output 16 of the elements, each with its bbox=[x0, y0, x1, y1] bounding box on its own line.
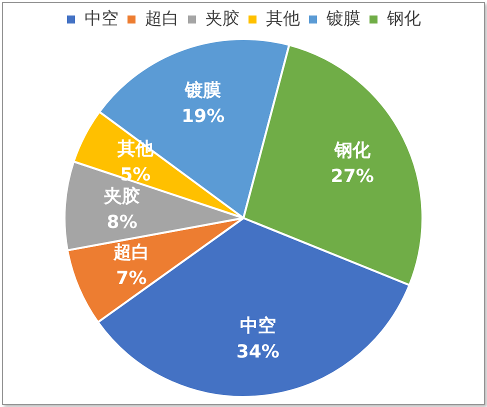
slice-label: 镀膜 bbox=[184, 80, 222, 101]
data-label: 8% bbox=[106, 212, 138, 234]
slice-label: 钢化 bbox=[333, 140, 372, 162]
legend-label: 钢化 bbox=[386, 8, 421, 29]
data-label: 19% bbox=[182, 106, 225, 127]
legend-label: 夹胶 bbox=[206, 8, 240, 29]
data-label: 27% bbox=[330, 166, 374, 188]
data-label: 34% bbox=[236, 342, 280, 363]
legend-label: 超白 bbox=[145, 8, 179, 29]
slice-label: 中空 bbox=[240, 316, 276, 337]
legend-label: 其他 bbox=[266, 8, 300, 29]
data-label: 7% bbox=[116, 268, 147, 290]
slice-label: 夹胶 bbox=[103, 186, 140, 208]
legend-label: 中空 bbox=[84, 8, 118, 29]
slice-label: 超白 bbox=[112, 242, 150, 264]
legend-label: 镀膜 bbox=[326, 8, 360, 29]
